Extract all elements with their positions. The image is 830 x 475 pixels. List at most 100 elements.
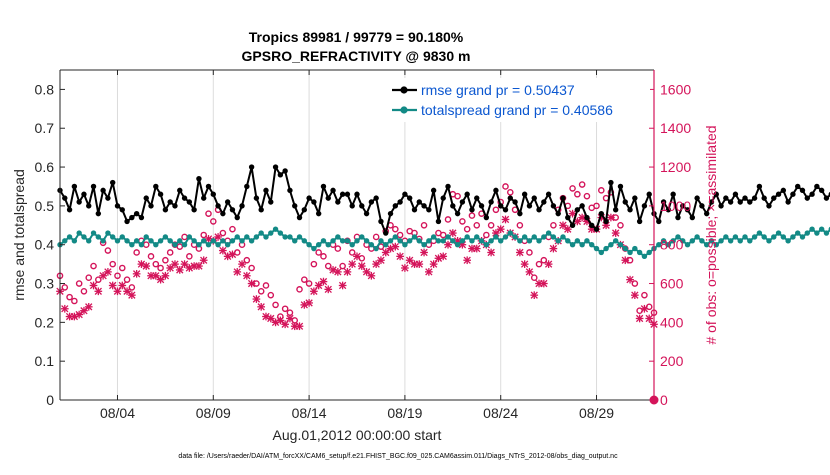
- totalspread-point: [406, 238, 413, 244]
- totalspread-point: [742, 234, 748, 240]
- rmse-point: [71, 183, 78, 190]
- totalspread-point: [383, 242, 389, 248]
- assimilated-obs-marker: [640, 304, 649, 313]
- totalspread-point: [459, 238, 466, 244]
- assimilated-obs-marker: [607, 213, 615, 222]
- possible-obs-marker: [372, 233, 380, 241]
- possible-obs-marker: [209, 218, 217, 225]
- rmse-point: [694, 195, 700, 201]
- totalspread-point: [220, 238, 226, 244]
- possible-obs-marker: [109, 260, 116, 268]
- assimilated-obs-marker: [281, 320, 289, 329]
- rmse-point: [790, 191, 796, 197]
- rmse-point: [239, 203, 245, 209]
- possible-obs-marker: [334, 245, 342, 252]
- rmse-point: [119, 207, 125, 213]
- rmse-spread-series-layer: [57, 164, 830, 260]
- totalspread-point: [430, 234, 437, 240]
- rmse-point: [756, 183, 763, 190]
- y-left-tick-label: 0.7: [35, 120, 55, 136]
- totalspread-point: [531, 234, 537, 240]
- totalspread-point: [574, 238, 581, 244]
- rmse-point: [129, 214, 135, 221]
- rmse-point: [234, 214, 240, 221]
- possible-obs-marker: [583, 192, 591, 200]
- totalspread-point: [780, 234, 787, 240]
- totalspread-point: [315, 242, 322, 248]
- assimilated-obs-marker: [357, 262, 366, 270]
- totalspread-point: [646, 249, 652, 256]
- rmse-point: [330, 187, 336, 194]
- right-axis-zero-marker: [649, 395, 659, 405]
- rmse-point: [272, 164, 279, 170]
- totalspread-point: [795, 230, 801, 236]
- rmse-point: [823, 195, 830, 201]
- y-right-tick-label: 1400: [660, 120, 691, 136]
- totalspread-point: [292, 238, 298, 244]
- totalspread-point: [201, 238, 207, 244]
- rmse-point: [426, 207, 432, 213]
- possible-obs-marker: [459, 218, 466, 225]
- totalspread-point: [90, 230, 97, 236]
- rmse-point: [153, 183, 159, 190]
- x-axis-label: Aug.01,2012 00:00:00 start: [273, 427, 442, 443]
- assimilated-obs-marker: [219, 246, 227, 255]
- possible-obs-marker: [267, 291, 275, 299]
- rmse-point: [469, 207, 475, 213]
- rmse-point: [325, 195, 331, 201]
- totalspread-point: [296, 234, 303, 240]
- possible-obs-marker: [420, 221, 428, 229]
- rmse-point: [665, 207, 672, 213]
- rmse-point: [814, 183, 820, 190]
- rmse-point: [354, 191, 360, 197]
- possible-obs-marker: [66, 293, 73, 301]
- totalspread-point: [718, 238, 724, 244]
- rmse-point: [339, 191, 346, 197]
- x-tick-label: 08/09: [196, 405, 231, 421]
- assimilated-obs-marker: [525, 268, 534, 276]
- y-left-tick-label: 0.6: [35, 159, 55, 175]
- assimilated-obs-marker: [305, 299, 313, 307]
- assimilated-obs-marker: [367, 271, 376, 280]
- possible-obs-marker: [301, 276, 308, 283]
- rmse-point: [167, 199, 173, 205]
- rmse-point: [421, 203, 427, 209]
- totalspread-point: [766, 238, 772, 244]
- x-tick-label: 08/19: [387, 405, 422, 421]
- totalspread-point: [771, 234, 777, 240]
- totalspread-point: [617, 242, 624, 248]
- rmse-point: [464, 191, 470, 197]
- rmse-point: [785, 199, 791, 205]
- rmse-point: [502, 207, 509, 213]
- possible-obs-marker: [487, 221, 495, 229]
- assimilated-obs-marker: [108, 281, 117, 290]
- assimilated-obs-marker: [89, 281, 98, 290]
- rmse-point: [215, 203, 221, 209]
- totalspread-point: [694, 234, 700, 240]
- rmse-point: [742, 195, 748, 201]
- rmse-point: [474, 195, 480, 201]
- rmse-point: [397, 199, 403, 205]
- rmse-point: [224, 199, 231, 205]
- assimilated-obs-marker: [286, 314, 294, 323]
- rmse-point: [574, 207, 581, 213]
- y-right-tick-label: 200: [660, 353, 684, 369]
- rmse-point: [244, 183, 250, 190]
- rmse-point: [320, 183, 327, 190]
- assimilated-obs-marker: [429, 260, 438, 268]
- axes-layer: 08/04 08/09 08/14 08/19 08/24 08/29 0 0.1 0.2 0.3…: [35, 69, 691, 421]
- totalspread-point: [392, 234, 399, 240]
- legend-rmse-marker: [400, 86, 408, 94]
- assimilated-obs-marker: [425, 268, 433, 276]
- possible-obs-marker: [454, 192, 461, 200]
- totalspread-point: [421, 242, 427, 248]
- totalspread-point: [359, 234, 365, 240]
- grid-layer: [116, 70, 598, 400]
- assimilated-obs-marker: [128, 291, 136, 300]
- possible-obs-marker: [516, 221, 524, 229]
- totalspread-point: [129, 242, 135, 248]
- possible-obs-marker: [162, 256, 169, 264]
- totalspread-point: [133, 238, 140, 244]
- rmse-point: [703, 210, 710, 217]
- totalspread-point: [253, 234, 260, 240]
